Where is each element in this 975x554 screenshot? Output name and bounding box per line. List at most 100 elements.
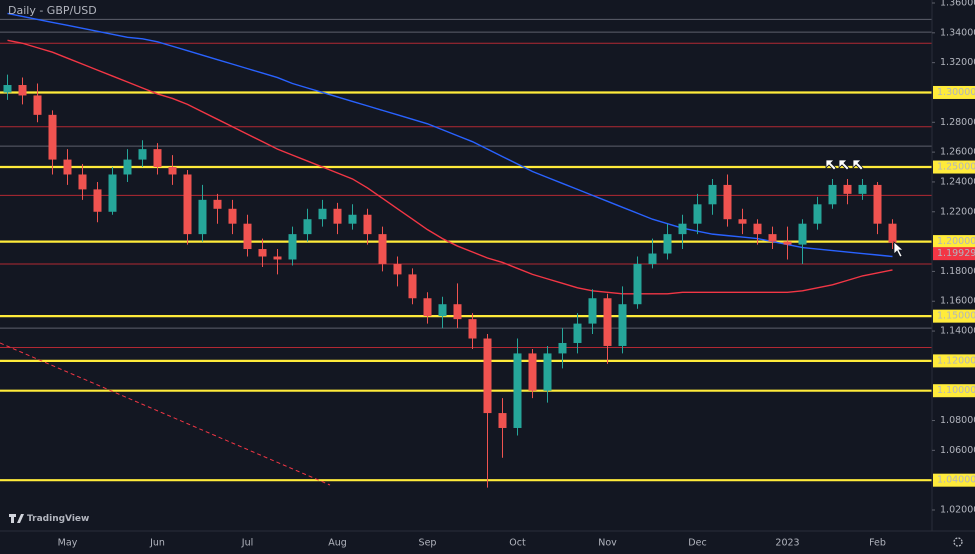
- candle-body: [603, 298, 612, 346]
- y-tick-label: 1.02000: [940, 505, 975, 516]
- x-tick-label: Jun: [149, 538, 165, 549]
- y-tick-label: 1.06000: [940, 445, 975, 456]
- candle-body: [558, 342, 567, 354]
- arrow: [825, 159, 837, 171]
- x-tick-label: Feb: [869, 538, 886, 549]
- candle-body: [453, 304, 462, 320]
- y-tick-label: 1.08000: [940, 415, 975, 426]
- level-label: 1.04000: [937, 475, 975, 486]
- chart-title: Daily - GBP/USD: [8, 4, 97, 17]
- logo-mark: [9, 514, 24, 523]
- candle-body: [858, 184, 867, 194]
- x-tick-label: Aug: [328, 538, 347, 549]
- candle-body: [678, 223, 687, 235]
- cursor: [893, 241, 905, 258]
- candle-body: [363, 214, 372, 235]
- x-tick-label: Jul: [241, 538, 253, 549]
- arrow: [852, 159, 864, 171]
- y-tick-label: 1.24000: [940, 176, 975, 187]
- candle-body: [543, 353, 552, 391]
- candle-body: [618, 304, 627, 346]
- level-label: 1.15000: [937, 311, 975, 322]
- candle-body: [828, 184, 837, 205]
- candle-body: [633, 263, 642, 305]
- candle-body: [693, 204, 702, 224]
- level-label-box: [933, 309, 975, 323]
- candle-body: [33, 95, 42, 115]
- y-tick-label: 1.32000: [940, 57, 975, 68]
- level-label-box: [933, 235, 975, 249]
- x-tick-label: Dec: [688, 538, 706, 549]
- candle-body: [438, 304, 447, 317]
- candle-body: [18, 85, 27, 96]
- candle-body: [738, 219, 747, 224]
- y-tick-label: 1.16000: [940, 296, 975, 307]
- y-tick-label: 1.36000: [940, 0, 975, 9]
- y-tick-label: 1.28000: [940, 117, 975, 128]
- candle-body: [888, 223, 897, 243]
- candle-body: [513, 353, 522, 428]
- candle-body: [333, 208, 342, 224]
- level-label-box: [933, 384, 975, 398]
- candle-body: [63, 159, 72, 175]
- arrow: [838, 159, 850, 171]
- x-tick-label: Sep: [419, 538, 437, 549]
- candle-body: [468, 319, 477, 339]
- candle-body: [108, 174, 117, 212]
- logo: TradingView: [9, 514, 89, 524]
- candle-body: [873, 184, 882, 224]
- candle-body: [723, 184, 732, 220]
- candle-body: [498, 413, 507, 428]
- y-tick-label: 1.34000: [940, 27, 975, 38]
- price-axis: 1.36000 1.34000 1.32000 1.28000 1.26000 1.240…: [932, 0, 975, 516]
- candle-body: [288, 234, 297, 260]
- candle-body: [708, 184, 717, 205]
- candle-body: [303, 219, 312, 235]
- candle-body: [3, 85, 12, 93]
- candle-body: [408, 274, 417, 299]
- trend-line: [0, 342, 331, 486]
- candle-body: [213, 199, 222, 209]
- level-label-box: [933, 354, 975, 368]
- candle-body: [648, 253, 657, 264]
- level-label: 1.20000: [937, 236, 975, 247]
- candle-body: [78, 174, 87, 190]
- x-tick-label: May: [58, 538, 78, 549]
- plot-area: [0, 12, 932, 488]
- level-label-box: [933, 473, 975, 487]
- y-tick-label: 1.18000: [940, 266, 975, 277]
- candle-body: [48, 114, 57, 160]
- arrow-annotations: [825, 159, 905, 258]
- candle-body: [138, 149, 147, 160]
- candle-body: [573, 323, 582, 343]
- y-tick-label: 1.14000: [940, 326, 975, 337]
- level-label: 1.30000: [937, 87, 975, 98]
- candle-body: [198, 199, 207, 235]
- level-label-box: [933, 85, 975, 99]
- level-label: 1.12000: [937, 355, 975, 366]
- candle-body: [378, 234, 387, 264]
- candle-body: [528, 353, 537, 391]
- candle-body: [273, 256, 282, 260]
- level-label: 1.25000: [937, 162, 975, 173]
- candle-body: [768, 234, 777, 242]
- candle-body: [228, 208, 237, 224]
- moving-average: [7, 12, 893, 258]
- candle-body: [753, 223, 762, 235]
- candle-body: [93, 189, 102, 212]
- candle-body: [348, 214, 357, 224]
- x-tick-label: Oct: [509, 538, 526, 549]
- settings-icon[interactable]: [953, 537, 963, 547]
- candle-body: [843, 184, 852, 194]
- x-tick-label: Nov: [598, 538, 617, 549]
- candle-body: [423, 298, 432, 317]
- last-price-box: [933, 247, 975, 261]
- candle-body: [123, 159, 132, 175]
- y-tick-label: 1.22000: [940, 206, 975, 217]
- moving-average: [7, 39, 893, 295]
- y-tick-label: 1.26000: [940, 147, 975, 158]
- candle-body: [783, 241, 792, 245]
- candle-body: [798, 223, 807, 245]
